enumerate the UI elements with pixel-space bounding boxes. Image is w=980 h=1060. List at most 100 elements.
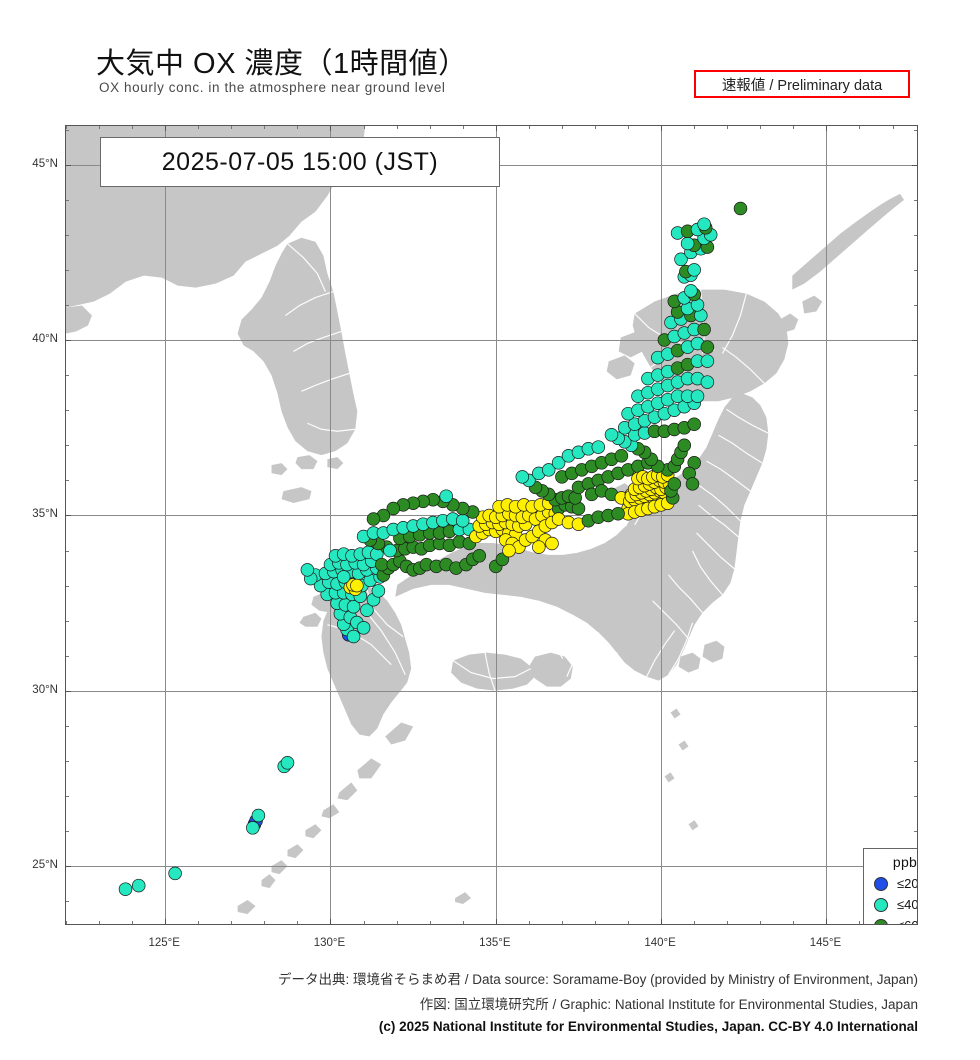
station-point[interactable] <box>360 603 374 617</box>
station-point[interactable] <box>118 882 133 896</box>
axis-minor-tick <box>66 410 69 412</box>
x-axis-tick-label: 135°E <box>479 937 511 949</box>
legend-item: ≤40 <box>864 894 917 915</box>
station-point[interactable] <box>346 629 361 644</box>
station-point[interactable] <box>687 263 701 277</box>
station-point[interactable] <box>246 821 260 835</box>
axis-tick <box>66 866 71 868</box>
axis-tick <box>495 919 497 924</box>
station-point[interactable] <box>131 878 146 893</box>
axis-minor-tick <box>66 126 67 129</box>
x-axis-tick-label: 145°E <box>809 937 842 949</box>
axis-tick <box>165 919 167 924</box>
axis-minor-tick <box>727 126 729 129</box>
legend-color-dot <box>874 876 888 891</box>
station-point[interactable] <box>280 756 295 770</box>
axis-minor-tick <box>914 585 917 587</box>
axis-minor-tick <box>914 796 917 798</box>
axis-tick <box>826 126 828 131</box>
axis-tick <box>912 515 917 517</box>
station-point[interactable] <box>677 438 692 453</box>
station-point[interactable] <box>168 866 182 881</box>
map-plot-area[interactable]: ppb ≤20≤40≤60≤120≤240≤500 0100200300km <box>65 125 918 925</box>
axis-minor-tick <box>66 901 69 903</box>
axis-minor-tick <box>297 921 299 924</box>
station-point[interactable] <box>515 470 530 484</box>
gridline-horizontal <box>66 340 917 342</box>
axis-minor-tick <box>914 234 917 236</box>
station-point[interactable] <box>366 512 381 526</box>
station-point[interactable] <box>611 506 625 521</box>
station-point[interactable] <box>591 440 606 454</box>
station-point[interactable] <box>700 354 715 368</box>
legend-color-dot <box>874 897 888 912</box>
station-point[interactable] <box>472 549 487 563</box>
station-point[interactable] <box>614 449 629 463</box>
axis-tick <box>661 126 663 131</box>
axis-minor-tick <box>760 921 762 924</box>
legend-unit-title: ppb <box>892 854 918 870</box>
station-points-layer[interactable] <box>66 126 917 924</box>
legend-item-label: ≤60 <box>897 918 917 924</box>
axis-minor-tick <box>66 550 69 552</box>
axis-minor-tick <box>628 126 630 129</box>
axis-minor-tick <box>914 655 917 657</box>
station-point[interactable] <box>371 584 386 598</box>
axis-minor-tick <box>914 550 917 552</box>
station-point[interactable] <box>532 540 546 554</box>
station-point[interactable] <box>680 236 695 251</box>
gridline-horizontal <box>66 690 917 692</box>
axis-tick <box>165 126 167 131</box>
footer-copyright: (c) 2025 National Institute for Environm… <box>378 1019 918 1034</box>
y-axis-tick-label: 30°N <box>32 683 58 696</box>
station-point[interactable] <box>251 808 266 823</box>
axis-tick <box>66 340 71 342</box>
legend-rows: ≤20≤40≤60≤120≤240≤500 <box>864 873 917 924</box>
axis-minor-tick <box>914 831 917 833</box>
axis-minor-tick <box>396 921 398 924</box>
axis-tick <box>66 515 71 517</box>
axis-minor-tick <box>594 921 596 924</box>
station-point[interactable] <box>541 463 556 477</box>
station-point[interactable] <box>356 621 371 635</box>
gridline-vertical <box>330 126 332 924</box>
station-point[interactable] <box>455 513 470 528</box>
station-point[interactable] <box>439 489 453 503</box>
preliminary-data-badge: 速報値 / Preliminary data <box>694 70 910 98</box>
station-point[interactable] <box>697 217 711 231</box>
station-point[interactable] <box>604 428 619 442</box>
legend-item: ≤20 <box>864 873 917 894</box>
axis-minor-tick <box>793 126 795 129</box>
station-point[interactable] <box>687 417 701 431</box>
station-point[interactable] <box>350 578 364 593</box>
axis-minor-tick <box>528 921 530 924</box>
station-point[interactable] <box>551 456 566 470</box>
axis-minor-tick <box>231 126 233 129</box>
axis-minor-tick <box>628 921 630 924</box>
station-point[interactable] <box>733 201 748 216</box>
axis-minor-tick <box>198 126 200 129</box>
axis-minor-tick <box>561 126 563 129</box>
axis-minor-tick <box>694 126 696 129</box>
station-point[interactable] <box>700 375 715 389</box>
station-point[interactable] <box>336 570 351 584</box>
station-point[interactable] <box>502 543 516 558</box>
axis-tick <box>330 126 332 131</box>
station-point[interactable] <box>300 563 315 577</box>
station-point[interactable] <box>383 543 397 558</box>
station-point[interactable] <box>700 340 715 354</box>
station-point[interactable] <box>690 389 705 403</box>
axis-minor-tick <box>429 126 431 129</box>
axis-minor-tick <box>892 126 894 129</box>
station-point[interactable] <box>386 501 401 516</box>
gridline-vertical <box>826 126 828 924</box>
station-point[interactable] <box>545 536 559 551</box>
station-point[interactable] <box>674 252 688 267</box>
station-point[interactable] <box>374 557 389 572</box>
station-point[interactable] <box>697 322 711 337</box>
station-point[interactable] <box>684 284 698 298</box>
station-point[interactable] <box>667 477 682 491</box>
station-point[interactable] <box>685 477 700 491</box>
axis-minor-tick <box>429 921 431 924</box>
axis-minor-tick <box>914 269 917 271</box>
